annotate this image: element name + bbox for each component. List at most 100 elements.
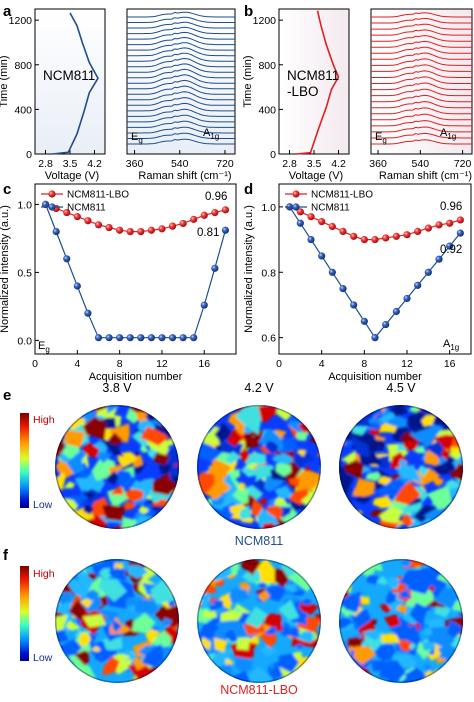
d-point	[425, 225, 432, 232]
d-xtick-label: 12	[401, 358, 413, 370]
b-left-series-label: -LBO	[287, 84, 319, 99]
c-point	[137, 334, 144, 341]
d-xtick-label: 0	[276, 358, 282, 370]
a-right-xtick-label: 720	[216, 158, 234, 170]
a-right-xlabel: Raman shift (cm⁻¹)	[138, 170, 231, 182]
b-left-ytick-label: 400	[258, 104, 276, 116]
c-point	[180, 334, 187, 341]
caption-e: NCM811	[235, 534, 283, 548]
a-left-ytick-label: 400	[14, 104, 32, 116]
c-xtick-label: 4	[74, 358, 80, 370]
b-right-xtick-label: 720	[454, 158, 472, 170]
b-right-xlabel: Raman shift (cm⁻¹)	[379, 170, 472, 182]
d-point	[350, 301, 357, 308]
a-left-xtick-label: 4.2	[87, 158, 102, 170]
c-point	[158, 225, 165, 232]
d-point	[297, 220, 304, 227]
c-xtick-label: 0	[32, 358, 38, 370]
c-ytick-label: 1.0	[17, 199, 32, 211]
b-left-xlabel: Voltage (V)	[289, 170, 343, 182]
c-ylabel: Normalized intensity (a.u.)	[0, 205, 11, 333]
d-point	[414, 228, 421, 235]
a-left-series-label: NCM811	[43, 68, 95, 83]
c-point	[211, 209, 218, 216]
d-point	[329, 269, 336, 276]
d-legend-label: NCM811-LBO	[311, 190, 373, 201]
c-point	[169, 334, 176, 341]
voltage-label-2: 4.2 V	[244, 381, 274, 395]
colorbar-e: High Low	[20, 413, 55, 511]
map-e-4-5v	[324, 400, 474, 535]
map-e-4-2v	[190, 397, 331, 535]
b-left-series-label: NCM811	[287, 68, 339, 83]
b-left-ytick-label: 800	[258, 60, 276, 72]
c-point	[74, 282, 81, 289]
c-point	[148, 227, 155, 234]
d-point	[329, 223, 336, 230]
d-ylabel: Normalized intensity (a.u.)	[243, 205, 255, 333]
panel-letter-d: d	[244, 181, 253, 198]
c-point	[95, 221, 102, 228]
d-point	[382, 234, 389, 241]
d-point	[403, 295, 410, 302]
d-point	[425, 269, 432, 276]
d-end-label: 0.92	[440, 244, 462, 256]
colorbar-f-high: High	[33, 568, 55, 580]
d-legend-label: NCM811	[311, 203, 350, 214]
d-point	[307, 213, 314, 220]
c-point	[116, 334, 123, 341]
c-point	[105, 224, 112, 231]
c-point	[148, 334, 155, 341]
d-point	[435, 221, 442, 228]
c-point	[74, 213, 81, 220]
c-point	[158, 334, 165, 341]
d-point	[446, 220, 453, 227]
voltage-label-1: 3.8 V	[102, 381, 132, 395]
c-xtick-label: 16	[198, 358, 210, 370]
colorbar-e-high: High	[33, 414, 55, 426]
panel-letter-e: e	[3, 387, 11, 404]
c-point	[116, 227, 123, 234]
d-xtick-label: 8	[361, 358, 367, 370]
c-legend-label: NCM811-LBO	[67, 190, 129, 201]
c-point	[222, 206, 229, 213]
b-left-ylabel: Time (min)	[242, 55, 254, 107]
a-left-ytick-label: 800	[14, 60, 32, 72]
c-point	[201, 212, 208, 219]
b-left-xtick-label: 4.2	[331, 158, 346, 170]
c-end-label: 0.81	[197, 227, 219, 239]
c-ytick-label: 0.0	[17, 335, 32, 347]
c-point	[169, 223, 176, 230]
d-point	[318, 252, 325, 259]
d-ytick-label: 0.8	[261, 267, 276, 279]
map-f-4-5v	[334, 551, 474, 694]
d-legend-marker	[292, 203, 299, 210]
d-point	[361, 318, 368, 325]
colorbar-e-low: Low	[33, 499, 53, 511]
map-e-3-8v	[44, 393, 195, 538]
a-left-xtick-label: 3.5	[63, 158, 78, 170]
panel-letter-f: f	[3, 547, 9, 564]
c-legend-marker	[48, 203, 55, 210]
d-point	[339, 228, 346, 235]
c-point	[53, 228, 60, 235]
d-point	[435, 256, 442, 263]
voltage-label-3: 4.5 V	[386, 381, 416, 395]
c-point	[222, 227, 229, 234]
a-left-ylabel: Time (min)	[0, 55, 10, 107]
d-point	[350, 233, 357, 240]
colorbar-f: High Low	[20, 566, 55, 664]
c-point	[190, 334, 197, 341]
d-point	[371, 236, 378, 243]
b-left-ytick-label: 1200	[253, 15, 277, 27]
c-xtick-label: 8	[117, 358, 123, 370]
c-legend-label: NCM811	[67, 203, 106, 214]
caption-f: NCM811-LBO	[220, 683, 298, 697]
a-left-xlabel: Voltage (V)	[45, 170, 99, 182]
b-right-xtick-label: 540	[412, 158, 430, 170]
d-point	[457, 216, 464, 223]
d-point	[403, 231, 410, 238]
c-point	[211, 265, 218, 272]
